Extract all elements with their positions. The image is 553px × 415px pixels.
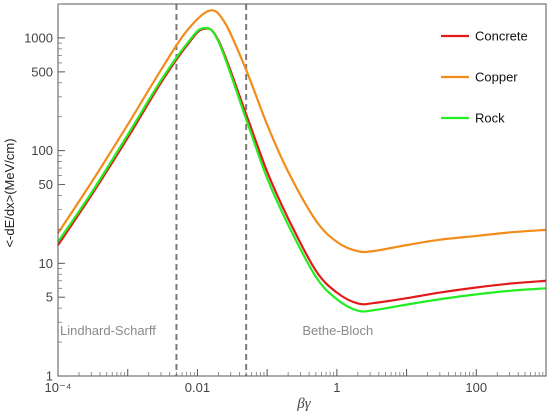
series-line-copper <box>57 9 547 254</box>
series-line-rock <box>57 26 547 313</box>
y-tick-label: 5 <box>46 290 53 305</box>
y-tick-label: 1000 <box>24 30 53 45</box>
region-label-2: Bethe-Bloch <box>302 323 373 338</box>
y-tick-label: 50 <box>39 177 53 192</box>
y-tick-label: 500 <box>31 64 53 79</box>
series-line-concrete <box>57 27 547 306</box>
legend-label-copper: Copper <box>475 70 518 85</box>
y-tick-label: 1 <box>46 369 53 384</box>
legend-label-concrete: Concrete <box>475 29 528 44</box>
legend: Concrete Copper Rock <box>441 29 528 126</box>
axes-layer <box>57 3 547 377</box>
x-tick-label: 0.01 <box>185 380 210 395</box>
series-layer <box>57 9 547 313</box>
y-tick-label: 10 <box>39 256 53 271</box>
region-label-1: Lindhard-Scharff <box>60 323 156 338</box>
annotations: Lindhard-Scharff Bethe-Bloch <box>60 323 373 338</box>
legend-label-rock: Rock <box>475 111 505 126</box>
x-tick-label: 10⁻⁴ <box>45 380 72 395</box>
x-axis-label: βγ <box>296 396 311 412</box>
chart-reference-lines <box>175 4 248 376</box>
x-tick-label: 1 <box>333 380 340 395</box>
ticks-layer: 10⁻⁴ 0.01 1 100 1 5 10 50 100 500 1000 <box>24 3 547 395</box>
x-tick-label: 100 <box>465 380 487 395</box>
plot-frame <box>57 3 547 377</box>
y-axis-label: <-dE/dx>(MeV/cm) <box>2 138 17 247</box>
y-tick-label: 100 <box>31 143 53 158</box>
